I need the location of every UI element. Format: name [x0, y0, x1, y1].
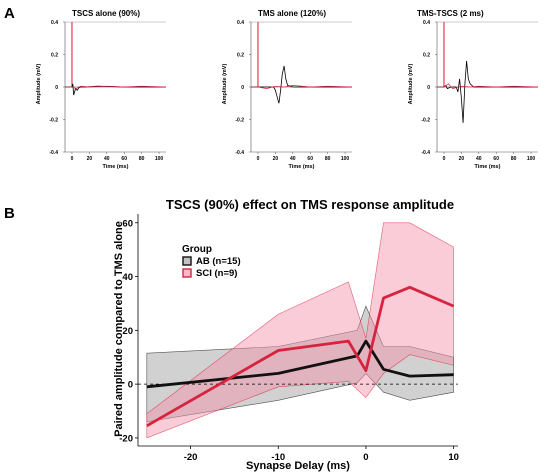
panel-b-label: B — [4, 205, 15, 222]
x-tick-label: 100 — [155, 156, 164, 162]
y-tick-label: -0.4 — [421, 150, 430, 156]
small-chart-title: TSCS alone (90%) — [72, 9, 140, 18]
legend-label-sci: SCI (n=9) — [196, 268, 237, 279]
x-tick-label: 40 — [104, 156, 110, 162]
trace-red — [65, 85, 167, 89]
x-tick-label: 80 — [325, 156, 331, 162]
y-tick-label: 0.2 — [423, 53, 430, 59]
main-chart-title: TSCS (90%) effect on TMS response amplit… — [166, 197, 454, 212]
y-axis-label: Amplitude (mV) — [36, 64, 42, 105]
y-tick-label: 0.2 — [237, 53, 244, 59]
small-chart-tms-alone: TMS alone (120%) 0.4 0.2 0 -0.2 -0.4 0 20 40 60 80… — [222, 9, 353, 170]
y-tick-label: -0.4 — [49, 150, 58, 156]
ab-mean-line — [146, 339, 454, 389]
small-chart-tscs-alone: TSCS alone (90%) 0.4 0.2 0 -0.2 -0.4 0 20 40 60 80… — [36, 9, 167, 170]
y-tick-label: 20 — [122, 326, 133, 337]
x-tick-label: 10 — [448, 452, 459, 463]
y-tick-label: 0 — [241, 85, 244, 91]
x-tick-label: 0 — [443, 156, 446, 162]
x-tick-label: 20 — [87, 156, 93, 162]
small-chart-tms-tscs: TMS-TSCS (2 ms) 0.4 0.2 0 -0.2 -0.4 0 20 40 60 80 1… — [408, 9, 539, 170]
x-tick-label: -20 — [184, 452, 198, 463]
x-tick-label: 20 — [273, 156, 279, 162]
y-tick-label: -0.2 — [235, 118, 244, 124]
x-tick-label: 0 — [71, 156, 74, 162]
y-tick-label: 60 — [122, 218, 133, 229]
small-chart-title: TMS alone (120%) — [258, 9, 326, 18]
trace-black — [65, 83, 166, 96]
y-tick-label: 0.4 — [423, 20, 430, 26]
y-tick-label: 0.4 — [237, 20, 244, 26]
y-axis-label: Amplitude (mV) — [408, 64, 414, 105]
y-tick-label: -0.2 — [49, 118, 58, 124]
x-tick-label: 60 — [307, 156, 313, 162]
trace-black — [437, 60, 538, 123]
x-tick-label: 0 — [363, 452, 368, 463]
x-axis-label: Time (ms) — [289, 164, 315, 170]
y-axis-label: Amplitude (mV) — [222, 64, 228, 105]
x-axis-label: Time (ms) — [475, 164, 501, 170]
x-axis-label: Time (ms) — [103, 164, 129, 170]
x-tick-label: 60 — [493, 156, 499, 162]
x-tick-label: 40 — [290, 156, 296, 162]
y-tick-label: -20 — [119, 433, 133, 444]
x-tick-label: -10 — [271, 452, 285, 463]
legend-swatch-ab — [182, 256, 192, 266]
x-tick-label: 80 — [139, 156, 145, 162]
trace-red — [437, 83, 539, 89]
sci-mean-line — [146, 285, 455, 428]
x-tick-label: 20 — [459, 156, 465, 162]
panel-a-label: A — [4, 5, 15, 22]
x-tick-label: 80 — [511, 156, 517, 162]
x-tick-label: 40 — [476, 156, 482, 162]
y-tick-label: -0.2 — [421, 118, 430, 124]
y-tick-label: 0.2 — [51, 53, 58, 59]
y-axis-label: Paired amplitude compared to TMS alone — [113, 221, 125, 437]
ab-confidence-band — [146, 305, 454, 423]
trace-red — [251, 85, 353, 89]
y-tick-label: 0 — [55, 85, 58, 91]
legend-swatch-sci — [182, 268, 192, 278]
main-chart: TSCS (90%) effect on TMS response amplit… — [113, 197, 459, 472]
y-tick-label: -0.4 — [235, 150, 244, 156]
sci-confidence-band — [146, 222, 454, 439]
x-tick-label: 100 — [341, 156, 350, 162]
y-tick-label: 0.4 — [51, 20, 58, 26]
legend-label-ab: AB (n=15) — [196, 256, 241, 267]
x-tick-label: 0 — [257, 156, 260, 162]
y-tick-label: 0 — [128, 380, 133, 391]
trace-black — [251, 65, 352, 104]
small-chart-title: TMS-TSCS (2 ms) — [417, 9, 484, 18]
y-tick-label: 40 — [122, 272, 133, 283]
x-tick-label: 60 — [121, 156, 127, 162]
legend-title: Group — [182, 244, 212, 255]
x-axis-label: Synapse Delay (ms) — [246, 460, 350, 472]
x-tick-label: 100 — [527, 156, 536, 162]
y-tick-label: 0 — [427, 85, 430, 91]
